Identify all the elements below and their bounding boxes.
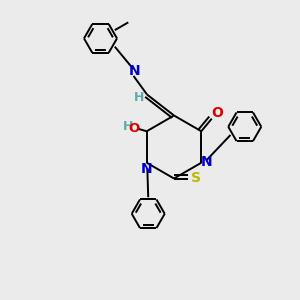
Text: S: S <box>191 172 202 185</box>
Text: N: N <box>140 162 152 176</box>
Text: H: H <box>123 120 133 133</box>
Text: N: N <box>201 155 212 169</box>
Text: O: O <box>128 122 140 135</box>
Text: N: N <box>129 64 141 78</box>
Text: H: H <box>134 91 144 104</box>
Text: O: O <box>211 106 223 120</box>
